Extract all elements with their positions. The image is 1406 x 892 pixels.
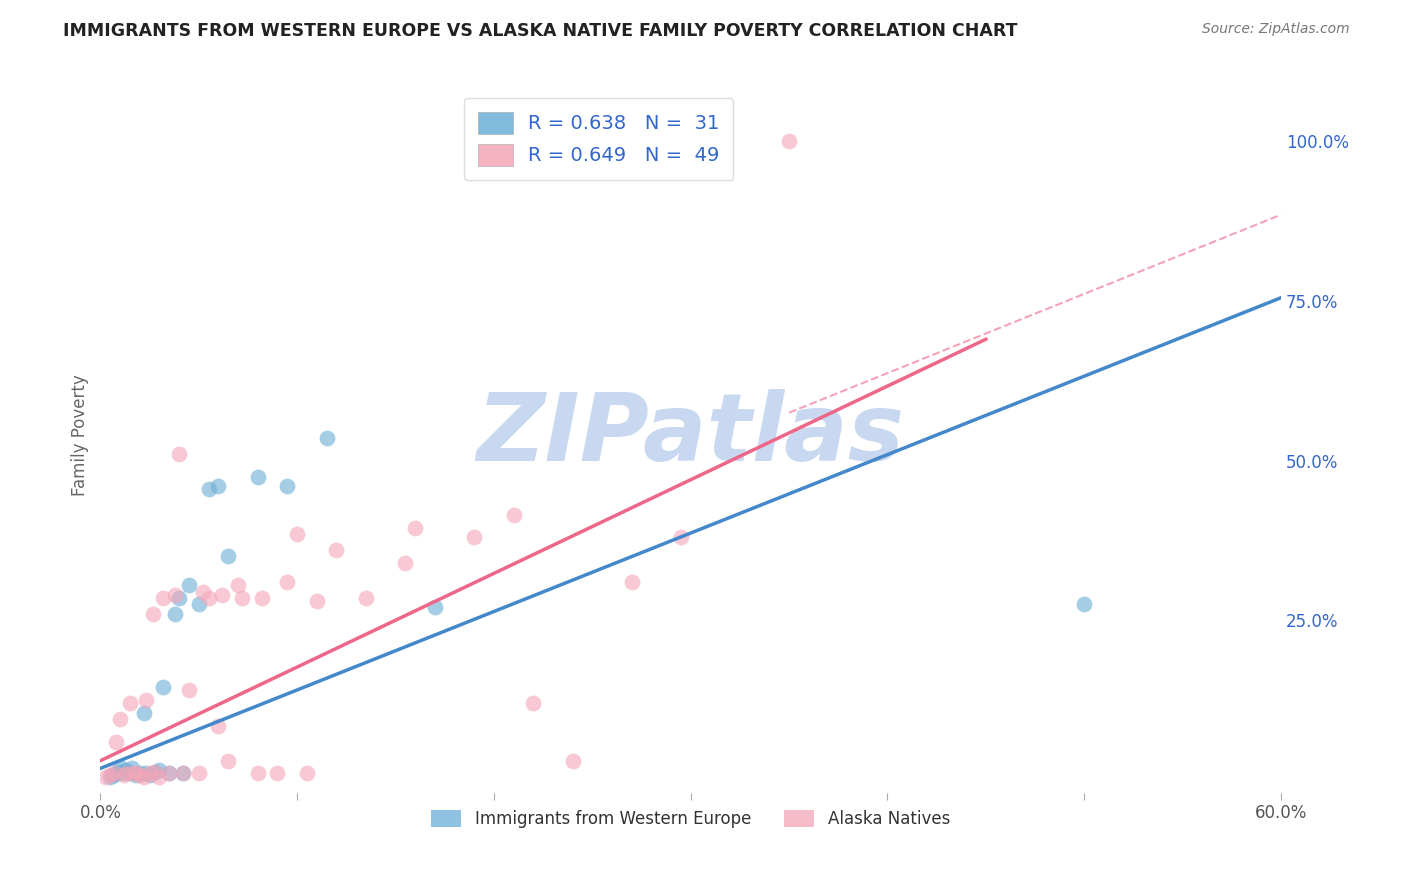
Point <box>152 591 174 605</box>
Point <box>246 766 269 780</box>
Point <box>522 696 544 710</box>
Point <box>177 683 200 698</box>
Point <box>502 508 524 522</box>
Point <box>217 549 239 564</box>
Point <box>157 766 180 780</box>
Point <box>148 764 170 778</box>
Point <box>138 768 160 782</box>
Point <box>118 766 141 780</box>
Point <box>112 768 135 782</box>
Point <box>207 718 229 732</box>
Text: ZIPatlas: ZIPatlas <box>477 389 904 481</box>
Point <box>132 706 155 720</box>
Point <box>98 770 121 784</box>
Point <box>217 754 239 768</box>
Point <box>98 768 121 782</box>
Point <box>96 770 118 784</box>
Point <box>276 574 298 589</box>
Point <box>128 768 150 782</box>
Point <box>276 479 298 493</box>
Point <box>145 765 167 780</box>
Point <box>187 766 209 780</box>
Point <box>105 734 128 748</box>
Point <box>108 760 131 774</box>
Point <box>167 447 190 461</box>
Legend: Immigrants from Western Europe, Alaska Natives: Immigrants from Western Europe, Alaska N… <box>425 803 956 834</box>
Point <box>315 431 337 445</box>
Point <box>125 766 148 780</box>
Point <box>197 591 219 605</box>
Point <box>167 591 190 605</box>
Point <box>187 597 209 611</box>
Text: Source: ZipAtlas.com: Source: ZipAtlas.com <box>1202 22 1350 37</box>
Point <box>125 768 148 782</box>
Point <box>115 764 138 778</box>
Point <box>118 696 141 710</box>
Point <box>354 591 377 605</box>
Point <box>132 770 155 784</box>
Point <box>394 556 416 570</box>
Point <box>226 578 249 592</box>
Point <box>115 766 138 780</box>
Point <box>197 483 219 497</box>
Point <box>191 584 214 599</box>
Point <box>148 770 170 784</box>
Point <box>142 607 165 621</box>
Point <box>152 681 174 695</box>
Text: IMMIGRANTS FROM WESTERN EUROPE VS ALASKA NATIVE FAMILY POVERTY CORRELATION CHART: IMMIGRANTS FROM WESTERN EUROPE VS ALASKA… <box>63 22 1018 40</box>
Point <box>295 766 318 780</box>
Point <box>266 766 288 780</box>
Point <box>404 521 426 535</box>
Point <box>138 766 160 780</box>
Point <box>103 766 125 780</box>
Point <box>620 574 643 589</box>
Point <box>423 600 446 615</box>
Point <box>561 754 583 768</box>
Point <box>172 766 194 780</box>
Point <box>165 588 187 602</box>
Point <box>121 761 143 775</box>
Point <box>246 469 269 483</box>
Point <box>231 591 253 605</box>
Point <box>177 578 200 592</box>
Point <box>112 766 135 780</box>
Point <box>108 765 131 780</box>
Point <box>463 530 485 544</box>
Point <box>211 588 233 602</box>
Point <box>122 766 145 780</box>
Point <box>135 693 157 707</box>
Point <box>1073 597 1095 611</box>
Point <box>669 530 692 544</box>
Point <box>250 591 273 605</box>
Point <box>157 766 180 780</box>
Point <box>207 479 229 493</box>
Point <box>103 768 125 782</box>
Point <box>778 134 800 148</box>
Point <box>172 766 194 780</box>
Point <box>135 766 157 780</box>
Point <box>165 607 187 621</box>
Point <box>108 712 131 726</box>
Point <box>105 766 128 780</box>
Point <box>305 594 328 608</box>
Y-axis label: Family Poverty: Family Poverty <box>72 374 89 496</box>
Point <box>128 766 150 780</box>
Point <box>285 527 308 541</box>
Point <box>145 765 167 780</box>
Point <box>325 543 347 558</box>
